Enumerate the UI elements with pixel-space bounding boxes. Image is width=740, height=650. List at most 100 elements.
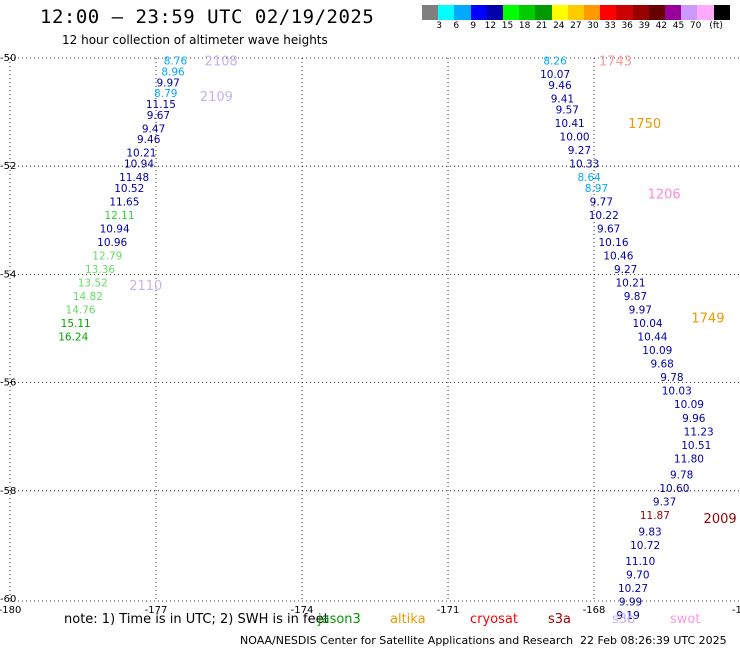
pass-time-label: 2108: [205, 55, 238, 70]
wave-height-label: 11.23: [684, 426, 714, 438]
wave-height-label: 11.48: [119, 172, 149, 184]
pass-time-label: 1206: [648, 187, 681, 202]
wave-height-label: 9.68: [650, 359, 673, 371]
wave-height-label: 9.67: [597, 223, 620, 235]
colorbar-label: 24: [553, 21, 565, 31]
mission-label-s3b: s3b: [612, 612, 636, 627]
wave-height-label: 9.19: [616, 610, 639, 622]
wave-height-label: 10.21: [126, 148, 156, 160]
footer-timestamp: 22 Feb 08:26:39 UTC 2025: [580, 634, 727, 647]
pass-time-label: 1743: [599, 55, 632, 70]
colorbar-swatch: [454, 5, 471, 20]
wave-height-label: 9.99: [619, 597, 642, 609]
colorbar-swatch: [632, 5, 649, 20]
colorbar-label: (ft): [709, 21, 723, 31]
colorbar-label: 15: [501, 21, 514, 31]
mission-label-cryosat: cryosat: [470, 612, 518, 627]
longitude-tick-label: -180: [0, 605, 21, 616]
colorbar-label: 12: [484, 21, 497, 31]
colorbar-swatch: [503, 5, 520, 20]
colorbar-label: 45: [672, 21, 685, 31]
colorbar-label: 39: [638, 21, 651, 31]
wave-height-label: 10.51: [681, 440, 711, 452]
map-grid: [9, 57, 740, 602]
colorbar-swatch: [486, 5, 504, 20]
wave-height-label: 8.26: [543, 56, 567, 68]
wave-height-label: 11.10: [625, 556, 655, 568]
wave-height-label: 10.41: [555, 118, 585, 130]
map-subtitle: 12 hour collection of altimeter wave hei…: [62, 33, 328, 47]
colorbar-label: 30: [587, 21, 599, 31]
wave-height-label: 9.47: [142, 123, 165, 135]
colorbar-label: 18: [518, 21, 531, 31]
pass-time-label: 2009: [704, 512, 737, 527]
colorbar-swatch: [438, 5, 455, 20]
wave-height-label: 10.52: [114, 183, 144, 195]
wave-height-label: 10.09: [674, 399, 704, 411]
latitude-tick-label: -50: [0, 53, 16, 64]
wave-height-label: 15.11: [61, 318, 91, 330]
wave-height-label: 16.24: [58, 332, 88, 344]
wave-height-label: 11.80: [674, 453, 704, 465]
wave-height-label: 9.67: [147, 110, 170, 122]
colorbar-label: 3: [436, 21, 442, 31]
colorbar-swatch: [422, 5, 439, 20]
colorbar-label: 33: [604, 21, 616, 31]
wave-height-label: 9.78: [670, 470, 693, 482]
wave-height-label: 10.27: [618, 583, 648, 595]
wave-height-observations: 8.768.969.978.7911.159.679.479.4610.2110…: [58, 56, 713, 623]
wave-height-label: 9.78: [660, 372, 683, 384]
latitude-tick-label: -54: [0, 269, 16, 280]
pass-time-labels: 2108 2109 2110 1743 1750 1206 1749 2009: [129, 55, 736, 527]
wave-height-label: 9.97: [156, 77, 179, 89]
wave-height-label: 9.87: [624, 291, 647, 303]
footer-credit: NOAA/NESDIS Center for Satellite Applica…: [240, 634, 574, 647]
colorbar-swatch: [713, 5, 730, 20]
wave-height-label: 11.15: [146, 99, 176, 111]
colorbar-swatch: [648, 5, 666, 20]
pass-time-label: 1749: [691, 312, 724, 327]
colorbar-swatch: [584, 5, 601, 20]
wave-height-label: 10.96: [97, 237, 127, 249]
wave-height-label: 10.94: [100, 223, 130, 235]
colorbar-swatch: [535, 5, 552, 20]
wave-height-label: 11.87: [640, 510, 670, 522]
wave-height-label: 9.46: [137, 134, 161, 146]
latitude-tick-label: -52: [0, 161, 16, 172]
longitude-tick-label: -174: [291, 605, 314, 616]
colorbar-label: 36: [621, 21, 633, 31]
wave-height-label: 10.94: [124, 158, 154, 170]
wave-height-label: 10.00: [560, 131, 590, 143]
wave-height-label: 9.46: [548, 80, 572, 92]
wave-height-label: 10.33: [569, 158, 599, 170]
map-title: 12:00 – 23:59 UTC 02/19/2025: [40, 6, 375, 28]
footer-note: note: 1) Time is in UTC; 2) SWH is in fe…: [64, 612, 329, 627]
wave-height-label: 10.21: [616, 278, 646, 290]
colorbar-swatch: [697, 5, 714, 20]
latitude-tick-label: -60: [0, 594, 16, 605]
longitude-tick-label: -177: [145, 605, 168, 616]
colorbar-label: 21: [535, 21, 548, 31]
pass-time-label: 1750: [628, 117, 661, 132]
colorbar-swatch: [616, 5, 633, 20]
colorbar-swatch: [567, 5, 585, 20]
mission-label-altika: altika: [390, 612, 426, 627]
colorbar-labels: 3 6 9 12 15 18 21 24 27 30 33 36 39 42 45 70 (ft): [422, 20, 730, 34]
latitude-tick-label: -56: [0, 378, 16, 389]
mission-label-s3a: s3a: [548, 612, 572, 627]
mission-label-jason3: jason3: [318, 612, 361, 627]
wave-height-label: 9.97: [629, 305, 652, 317]
wave-height-label: 9.27: [614, 264, 637, 276]
wave-height-label: 14.76: [66, 305, 96, 317]
wave-height-label: 10.04: [633, 318, 663, 330]
colorbar-swatch: [600, 5, 617, 20]
wave-height-label: 9.41: [551, 94, 574, 106]
wave-height-label: 9.77: [590, 196, 613, 208]
wave-height-label: 9.37: [653, 497, 676, 509]
pass-time-label: 2110: [129, 279, 162, 294]
wave-height-label: 10.16: [598, 237, 628, 249]
colorbar-swatch: [665, 5, 682, 20]
wave-height-label: 13.36: [85, 264, 115, 276]
colorbar-swatch: [519, 5, 536, 20]
